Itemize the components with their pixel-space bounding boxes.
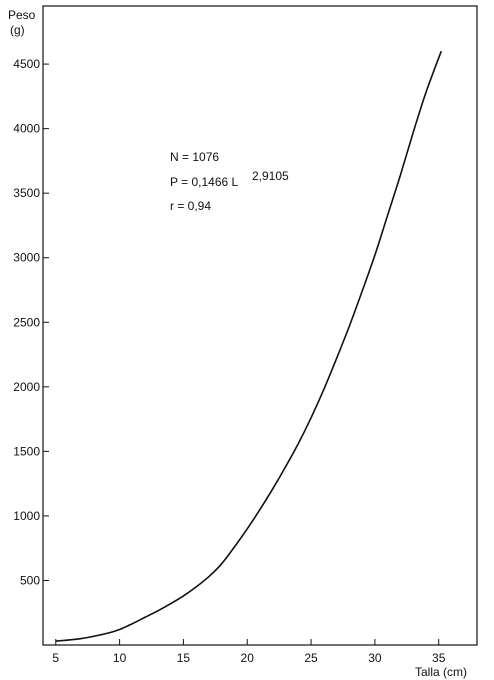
x-axis-label: Talla (cm) (415, 665, 467, 679)
y-tick-label: 500 (20, 573, 40, 587)
x-ticks: 5 10 15 20 25 30 35 (52, 639, 446, 665)
x-tick-label: 30 (368, 651, 382, 665)
annotation-r: r = 0,94 (170, 199, 211, 213)
annotation-equation-exponent: 2,9105 (252, 169, 289, 183)
annotation-n: N = 1076 (170, 150, 219, 164)
x-tick-label: 35 (432, 651, 446, 665)
x-tick-label: 10 (113, 651, 127, 665)
weight-length-curve (55, 50, 443, 642)
annotation-equation: P = 0,1466 L (170, 175, 239, 189)
plot-frame (42, 5, 478, 646)
x-tick-label: 20 (241, 651, 255, 665)
y-tick-label: 3500 (13, 186, 40, 200)
y-axis-label-line2: (g) (10, 23, 25, 37)
x-tick-label: 25 (304, 651, 318, 665)
y-tick-label: 2000 (13, 380, 40, 394)
y-tick-label: 1500 (13, 444, 40, 458)
y-tick-label: 1000 (13, 509, 40, 523)
y-tick-label: 4000 (13, 122, 40, 136)
y-tick-label: 3000 (13, 251, 40, 265)
y-tick-label: 4500 (13, 57, 40, 71)
x-tick-label: 15 (177, 651, 191, 665)
y-axis-label-line1: Peso (8, 8, 36, 22)
y-tick-label: 2500 (13, 315, 40, 329)
y-ticks: 500 1000 1500 2000 2500 3000 3500 4000 4500 (13, 57, 49, 587)
x-tick-label: 5 (52, 651, 59, 665)
